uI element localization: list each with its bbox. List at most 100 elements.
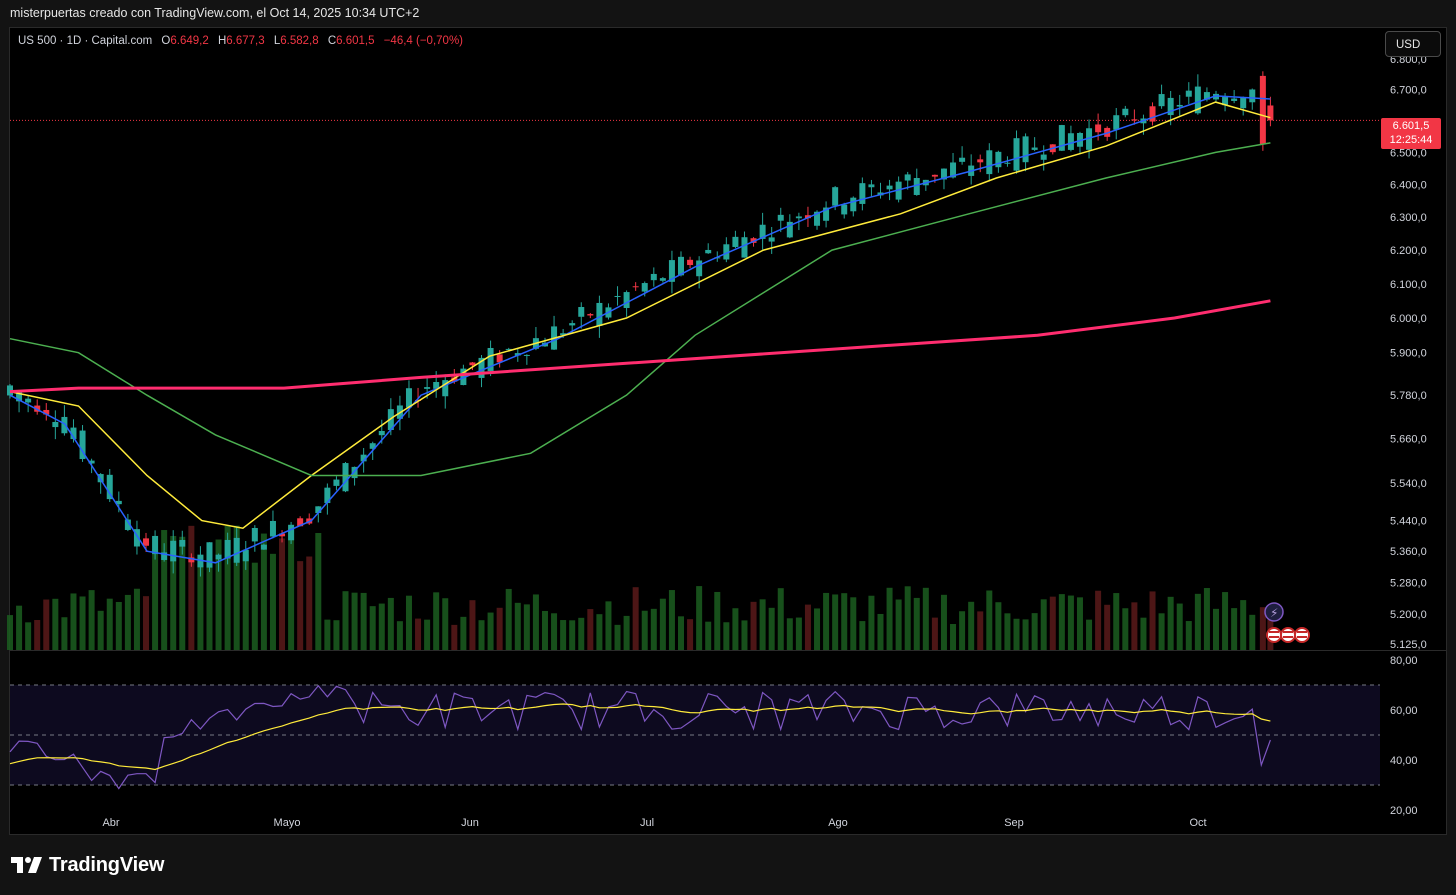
volume-bar bbox=[1176, 603, 1183, 650]
us-flag-icon[interactable] bbox=[1280, 627, 1296, 643]
volume-bar bbox=[369, 606, 376, 650]
volume-bar bbox=[1013, 618, 1020, 650]
candle-body bbox=[505, 348, 512, 350]
candle-body bbox=[424, 387, 431, 389]
candle-body bbox=[106, 474, 113, 500]
symbol-legend[interactable]: US 500 · 1D · Capital.com O6.649,2 H6.67… bbox=[18, 35, 463, 47]
volume-bar bbox=[1122, 608, 1129, 650]
volume-bar bbox=[632, 587, 639, 650]
candle-body bbox=[814, 211, 821, 226]
volume-bar bbox=[931, 617, 938, 650]
time-axis-tick: Jun bbox=[461, 817, 479, 829]
volume-bar bbox=[786, 618, 793, 650]
candle-body bbox=[560, 333, 567, 336]
candle-body bbox=[1004, 162, 1011, 164]
candle-body bbox=[641, 283, 648, 292]
candle-body bbox=[514, 353, 521, 356]
volume-bar bbox=[333, 620, 340, 650]
volume-bar bbox=[61, 617, 68, 650]
rsi-axis-tick: 80,00 bbox=[1390, 655, 1418, 667]
volume-bar bbox=[569, 620, 576, 650]
volume-bar bbox=[161, 530, 168, 650]
rsi-axis-tick: 60,00 bbox=[1390, 705, 1418, 717]
candle-body bbox=[43, 409, 50, 415]
volume-bar bbox=[478, 620, 485, 650]
volume-bar bbox=[206, 561, 213, 650]
price-axis-tick: 5.125,0 bbox=[1390, 639, 1427, 651]
candle-body bbox=[1267, 105, 1274, 121]
rsi-band-fill bbox=[10, 685, 1380, 785]
candle-body bbox=[369, 443, 376, 449]
candle-body bbox=[251, 527, 258, 542]
volume-bar bbox=[106, 598, 113, 650]
volume-bar bbox=[351, 592, 358, 650]
lightning-icon[interactable] bbox=[1264, 602, 1284, 622]
volume-bar bbox=[1022, 619, 1029, 650]
volume-bar bbox=[315, 533, 322, 650]
candle-body bbox=[70, 427, 77, 440]
volume-bar bbox=[650, 608, 657, 650]
candle-body bbox=[732, 236, 739, 247]
us-flag-icon[interactable] bbox=[1294, 627, 1310, 643]
attribution-text: misterpuertas creado con TradingView.com… bbox=[10, 6, 420, 20]
volume-bar bbox=[859, 621, 866, 650]
volume-bar bbox=[79, 596, 86, 650]
volume-bar bbox=[977, 611, 984, 650]
volume-bar bbox=[1140, 617, 1147, 650]
candle-body bbox=[587, 314, 594, 316]
volume-bar bbox=[1185, 621, 1192, 650]
volume-bar bbox=[43, 599, 50, 650]
candle-body bbox=[1185, 90, 1192, 97]
lightning-glyph: ⚡ bbox=[1270, 606, 1278, 620]
candle-body bbox=[1067, 133, 1074, 150]
time-axis-tick: Abr bbox=[102, 817, 119, 829]
volume-bar bbox=[922, 587, 929, 650]
candle-body bbox=[242, 549, 249, 562]
volume-bar bbox=[442, 598, 449, 650]
volume-bar bbox=[551, 613, 558, 650]
price-axis-tick: 5.280,0 bbox=[1390, 577, 1427, 589]
volume-bar bbox=[687, 619, 694, 650]
candle-body bbox=[1058, 125, 1065, 151]
volume-bar bbox=[1249, 614, 1256, 650]
candle-body bbox=[859, 183, 866, 204]
us-flag-icon[interactable] bbox=[1266, 627, 1282, 643]
brand-logo[interactable]: TradingView bbox=[11, 852, 164, 878]
volume-bar bbox=[596, 614, 603, 650]
price-axis-tick: 6.100,0 bbox=[1390, 279, 1427, 291]
price-axis-tick: 5.360,0 bbox=[1390, 546, 1427, 558]
candle-body bbox=[913, 178, 920, 195]
volume-bar bbox=[841, 593, 848, 650]
volume-bar bbox=[70, 593, 77, 650]
volume-bar bbox=[115, 601, 122, 650]
currency-button[interactable]: USD bbox=[1385, 31, 1441, 57]
price-axis-tick: 6.800,0 bbox=[1390, 54, 1427, 66]
volume-bar bbox=[260, 533, 267, 650]
candle-body bbox=[496, 354, 503, 363]
candle-body bbox=[777, 214, 784, 221]
candle-body bbox=[841, 204, 848, 215]
candle-body bbox=[687, 259, 694, 266]
volume-bar bbox=[233, 525, 240, 650]
candle-body bbox=[723, 244, 730, 260]
volume-bar bbox=[197, 564, 204, 650]
volume-bar bbox=[1212, 608, 1219, 650]
candle-body bbox=[442, 380, 449, 397]
volume-bar bbox=[959, 611, 966, 650]
volume-bar bbox=[804, 604, 811, 650]
moving-average-line bbox=[9, 95, 1271, 564]
price-axis-tick: 6.300,0 bbox=[1390, 212, 1427, 224]
volume-bar bbox=[668, 590, 675, 650]
candle-body bbox=[88, 460, 95, 464]
candle-body bbox=[61, 416, 68, 434]
volume-bar bbox=[52, 598, 59, 650]
symbol-name[interactable]: US 500 · 1D · Capital.com bbox=[18, 35, 153, 47]
volume-bar bbox=[496, 607, 503, 650]
volume-bar bbox=[143, 596, 150, 650]
candle-body bbox=[940, 168, 947, 180]
candle-body bbox=[614, 295, 621, 297]
candle-body bbox=[569, 323, 576, 326]
volume-bar bbox=[659, 598, 666, 650]
change-value: −46,4 (−0,70%) bbox=[383, 35, 463, 47]
